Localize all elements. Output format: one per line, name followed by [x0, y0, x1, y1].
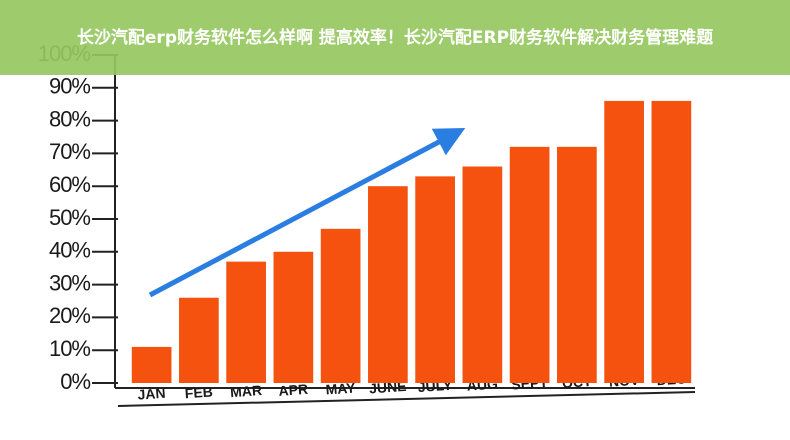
trend-arrow — [148, 127, 466, 298]
bar — [415, 176, 455, 383]
bar — [273, 251, 314, 383]
bar — [509, 146, 550, 383]
bar — [320, 228, 361, 383]
x-tick-label: APR — [278, 381, 309, 399]
bar — [131, 346, 172, 383]
y-tick-label: 30% — [49, 270, 90, 295]
x-tick-label: MAR — [230, 382, 263, 400]
y-tick-label: 0% — [60, 369, 90, 394]
title-banner: 长沙汽配erp财务软件怎么样啊 提高效率！长沙汽配ERP财务软件解决财务管理难题 — [0, 0, 790, 75]
bar — [179, 297, 219, 383]
bar — [604, 100, 644, 384]
y-tick-label: 50% — [49, 205, 90, 230]
baseline-decor — [117, 391, 696, 407]
x-tick-label: FEB — [184, 383, 213, 401]
y-tick-label: 60% — [49, 172, 90, 197]
x-tick-label: JAN — [137, 385, 166, 403]
chart-title: 长沙汽配erp财务软件怎么样啊 提高效率！长沙汽配ERP财务软件解决财务管理难题 — [76, 27, 714, 48]
y-tick-label: 10% — [49, 336, 90, 361]
bar — [651, 100, 692, 384]
y-tick-label: 70% — [49, 139, 90, 164]
bar — [462, 166, 503, 383]
bar — [368, 186, 408, 383]
x-tick-label: MAY — [325, 379, 357, 397]
y-tick-label: 80% — [49, 106, 90, 131]
bar — [226, 261, 266, 383]
y-tick-label: 90% — [49, 74, 90, 99]
y-tick-label: 20% — [49, 303, 90, 328]
y-tick-label: 40% — [49, 238, 90, 263]
bar — [557, 146, 597, 383]
